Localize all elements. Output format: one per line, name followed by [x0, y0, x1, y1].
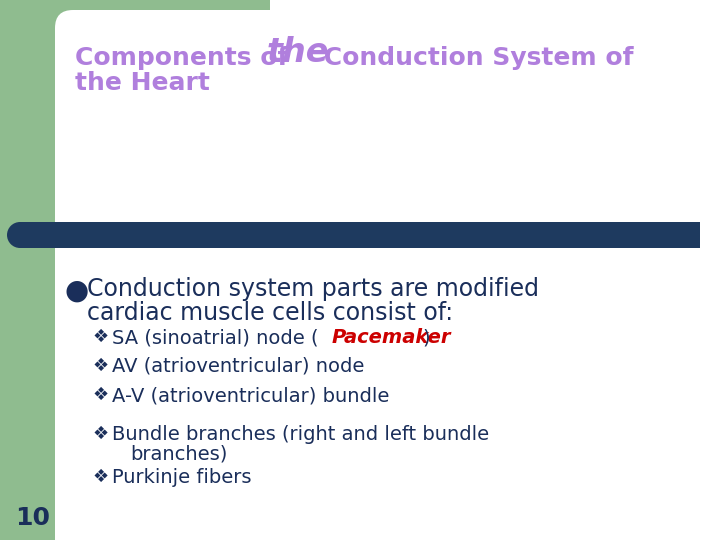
Text: branches): branches) [130, 445, 228, 464]
Bar [0, 0, 55, 540]
Ellipse shape [7, 222, 33, 248]
Text: Components of: Components of [75, 46, 297, 70]
Text: Pacemaker: Pacemaker [332, 328, 451, 347]
Text: ❖: ❖ [92, 357, 108, 375]
Text: cardiac muscle cells consist of:: cardiac muscle cells consist of: [87, 301, 453, 325]
Text: AV (atrioventricular) node: AV (atrioventricular) node [112, 357, 364, 376]
Text: the Heart: the Heart [75, 71, 210, 95]
Text: the: the [267, 36, 329, 69]
Text: A-V (atrioventricular) bundle: A-V (atrioventricular) bundle [112, 386, 390, 405]
Text: Conduction system parts are modified: Conduction system parts are modified [87, 277, 539, 301]
Text: Purkinje fibers: Purkinje fibers [112, 468, 251, 487]
Bar [20, 222, 700, 248]
Bar [55, 0, 270, 210]
Text: 10: 10 [15, 506, 50, 530]
Text: ❖: ❖ [92, 386, 108, 404]
Text: ❖: ❖ [92, 328, 108, 346]
Text: ●: ● [65, 277, 89, 305]
Text: ❖: ❖ [92, 468, 108, 486]
Text: Conduction System of: Conduction System of [315, 46, 634, 70]
Text: ): ) [422, 328, 430, 347]
FancyBboxPatch shape [55, 10, 705, 230]
Text: ❖: ❖ [92, 425, 108, 443]
Text: SA (sinoatrial) node (: SA (sinoatrial) node ( [112, 328, 318, 347]
Text: Bundle branches (right and left bundle: Bundle branches (right and left bundle [112, 425, 489, 444]
